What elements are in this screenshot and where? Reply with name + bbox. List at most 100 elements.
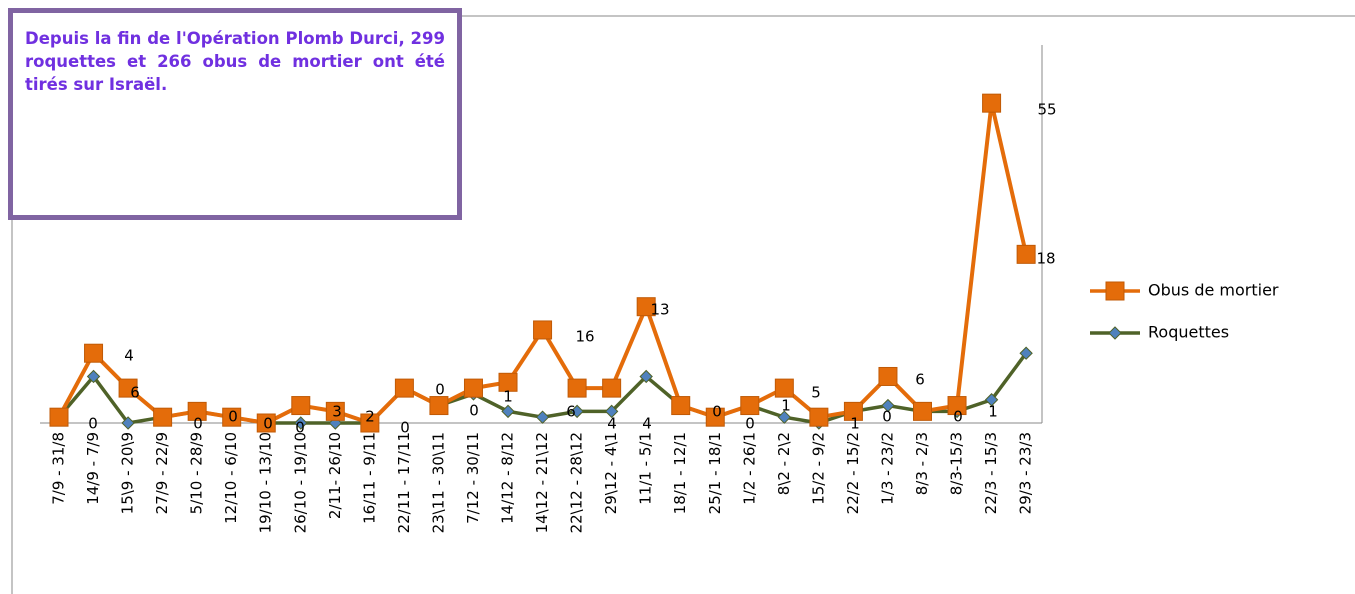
legend-marker (1105, 281, 1125, 301)
x-tick-label: 2/11- 26/10 (326, 432, 344, 519)
data-label: 2 (365, 408, 375, 426)
data-label: 0 (712, 403, 722, 421)
legend-label: Obus de mortier (1148, 281, 1279, 300)
x-tick-label: 29/3 - 23/3 (1017, 432, 1035, 514)
marker (535, 410, 550, 424)
data-label: 0 (882, 408, 892, 426)
marker (639, 369, 653, 384)
x-tick-label: 22/3 - 15/3 (982, 432, 1000, 514)
x-tick-label: 7/9 - 31/8 (50, 432, 68, 505)
marker (1019, 346, 1033, 360)
marker (86, 369, 101, 384)
data-label: 5 (811, 384, 821, 402)
data-label: 0 (469, 402, 479, 420)
marker (498, 372, 518, 392)
x-tick-label: 12/10 - 6/10 (222, 432, 240, 524)
marker (604, 404, 619, 419)
data-label: 4 (642, 415, 652, 433)
data-label: 0 (193, 415, 203, 433)
x-tick-label: 16/11 - 9/11 (360, 432, 378, 524)
marker (153, 407, 173, 427)
marker (222, 407, 242, 427)
marker (636, 297, 656, 317)
data-label: 0 (295, 419, 305, 437)
marker (1016, 244, 1036, 264)
marker (429, 396, 449, 416)
data-label: 6 (915, 371, 925, 389)
data-label: 6 (566, 403, 576, 421)
marker (567, 378, 587, 398)
data-label: 1 (850, 415, 860, 433)
data-label: 0 (263, 415, 273, 433)
x-tick-label: 15\9 - 20\9 (119, 432, 137, 514)
marker (705, 407, 725, 427)
marker (463, 378, 483, 398)
x-tick-label: 8/3-15/3 (948, 432, 966, 495)
data-label: 0 (745, 415, 755, 433)
data-label: 0 (400, 419, 410, 437)
marker (984, 393, 999, 407)
marker (671, 396, 691, 416)
x-tick-label: 23\11 - 30\11 (429, 432, 447, 533)
data-label: 4 (607, 415, 617, 433)
data-label: 4 (124, 347, 134, 365)
data-label: 0 (953, 408, 963, 426)
x-tick-label: 22/11 - 17/11 (395, 432, 413, 533)
x-tick-label: 5/10 - 28/9 (188, 432, 206, 514)
x-tick-label: 18/1 - 12/1 (671, 432, 689, 514)
x-tick-label: 26/10 - 19/10 (291, 432, 309, 533)
note-box: Depuis la fin de l'Opération Plomb Durci… (8, 8, 462, 220)
x-tick-label: 25/1 - 18/1 (706, 432, 724, 514)
marker (809, 407, 829, 427)
marker (294, 416, 308, 430)
data-label: 0 (435, 381, 445, 399)
marker (533, 320, 553, 340)
marker (774, 378, 794, 398)
marker (881, 398, 895, 413)
x-tick-label: 8/3 - 2/3 (913, 432, 931, 495)
marker (84, 343, 104, 363)
legend-label: Roquettes (1148, 323, 1229, 342)
data-label: 3 (332, 403, 342, 421)
marker (291, 396, 311, 416)
marker (394, 378, 414, 398)
marker (49, 407, 69, 427)
marker (360, 413, 380, 433)
marker (982, 93, 1002, 113)
data-label: 0 (228, 408, 238, 426)
x-tick-label: 8\2 - 2\2 (775, 432, 793, 495)
marker (843, 401, 863, 421)
marker (187, 401, 207, 421)
x-tick-label: 22\12 - 28\12 (568, 432, 586, 533)
x-tick-label: 7/12 - 30/11 (464, 432, 482, 524)
x-tick-label: 11/1 - 5/1 (637, 432, 655, 505)
x-tick-label: 14\12 - 21\12 (533, 432, 551, 533)
x-tick-label: 29\12 - 4\1 (602, 432, 620, 514)
marker (570, 404, 584, 419)
x-tick-label: 14/9 - 7/9 (84, 432, 102, 505)
marker (602, 378, 622, 398)
marker (878, 366, 898, 386)
x-tick-label: 15/2 - 9/2 (809, 432, 827, 505)
data-label: 1 (503, 388, 513, 406)
data-label: 13 (650, 301, 669, 319)
data-label: 1 (988, 403, 998, 421)
marker (325, 401, 345, 421)
x-tick-label: 22/2 - 15/2 (844, 432, 862, 514)
marker (947, 396, 967, 416)
x-tick-label: 14/12 - 8/12 (499, 432, 517, 524)
data-label: 1 (781, 397, 791, 415)
data-label: 18 (1036, 250, 1055, 268)
data-label: 6 (130, 384, 140, 402)
legend-marker (1108, 326, 1122, 340)
marker (501, 404, 515, 419)
marker (740, 396, 760, 416)
data-label: 16 (575, 328, 594, 346)
marker (118, 378, 138, 398)
x-tick-label: 19/10 - 13/10 (257, 432, 275, 533)
x-tick-label: 27/9 - 22/9 (153, 432, 171, 514)
marker (913, 401, 932, 421)
x-tick-label: 1/2 - 26/1 (740, 432, 758, 505)
data-label: 55 (1037, 101, 1056, 119)
